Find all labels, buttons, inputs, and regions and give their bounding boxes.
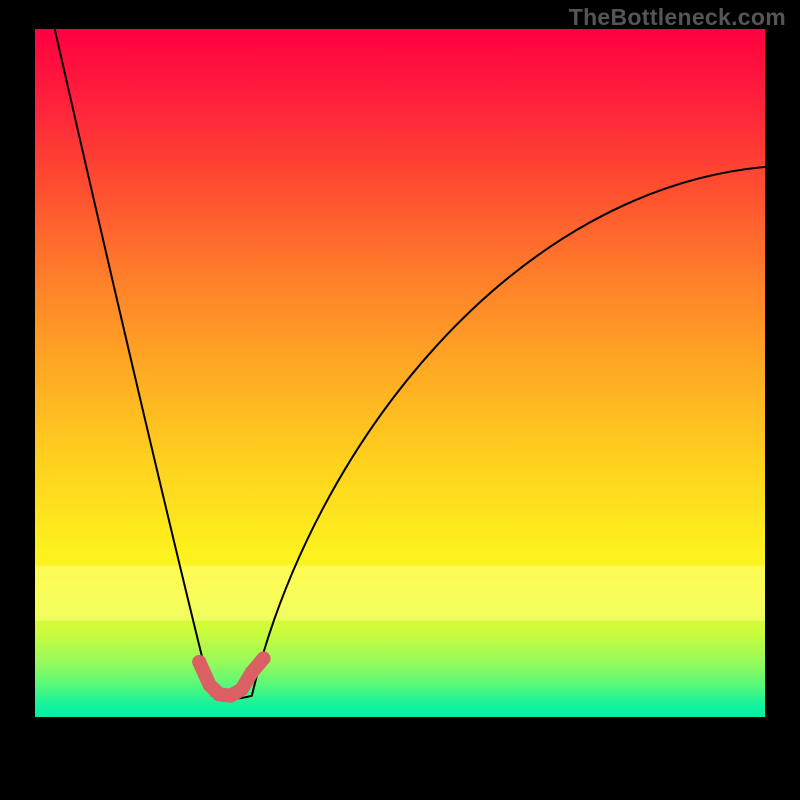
bottleneck-curve-chart — [0, 0, 800, 800]
watermark-text: TheBottleneck.com — [569, 4, 786, 31]
